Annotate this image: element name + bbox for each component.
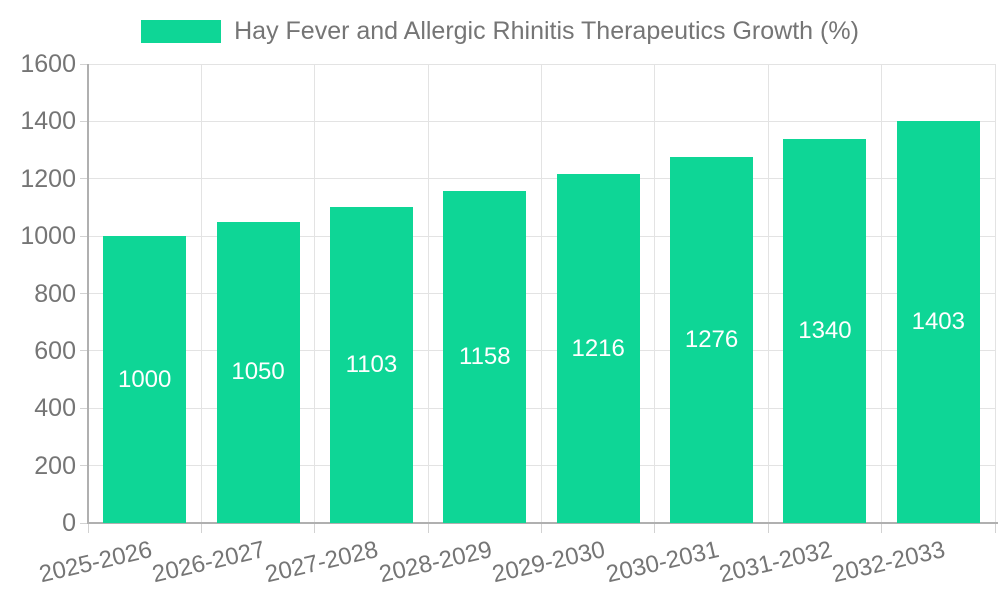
bar-value-label: 1103 — [345, 350, 398, 378]
bar-value-label: 1216 — [571, 334, 625, 362]
x-gridline — [881, 64, 883, 523]
x-axis-line — [87, 522, 998, 524]
y-tick — [80, 235, 88, 237]
x-gridline — [200, 64, 202, 523]
bar-value-label: 1403 — [911, 307, 965, 335]
x-gridline — [314, 64, 316, 523]
x-tick — [314, 523, 316, 533]
y-tick-label: 1600 — [20, 50, 76, 78]
y-tick — [80, 120, 88, 122]
chart-legend: Hay Fever and Allergic Rhinitis Therapeu… — [0, 17, 1000, 46]
bar: 1276 — [670, 156, 754, 523]
x-gridline — [767, 64, 769, 523]
legend-label: Hay Fever and Allergic Rhinitis Therapeu… — [234, 17, 859, 45]
legend-swatch — [141, 20, 222, 43]
x-tick — [87, 523, 89, 533]
y-tick — [80, 407, 88, 409]
bar-value-label: 1340 — [798, 316, 852, 344]
y-axis-line — [87, 64, 89, 523]
bar: 1050 — [216, 221, 300, 523]
x-tick — [541, 523, 542, 533]
y-tick-label: 1000 — [20, 222, 76, 251]
bar-value-label: 1000 — [117, 365, 172, 393]
bar: 1000 — [103, 236, 187, 523]
x-gridline — [427, 64, 429, 523]
y-tick-label: 1400 — [20, 107, 76, 136]
x-gridline — [541, 64, 542, 523]
y-tick-label: 0 — [62, 509, 76, 537]
bar-value-label: 1276 — [684, 325, 739, 353]
bar: 1103 — [329, 206, 413, 523]
legend-item[interactable]: Hay Fever and Allergic Rhinitis Therapeu… — [141, 17, 859, 46]
y-tick-label: 1200 — [20, 164, 76, 193]
bar-value-label: 1158 — [459, 342, 511, 370]
bar: 1158 — [443, 190, 527, 523]
y-tick-label: 600 — [34, 336, 76, 365]
bar: 1340 — [783, 138, 867, 523]
x-gridline — [654, 64, 656, 523]
x-tick — [767, 523, 769, 533]
bar: 1216 — [556, 174, 640, 523]
bar: 1403 — [896, 120, 980, 523]
y-tick-label: 200 — [34, 451, 76, 480]
y-tick — [80, 465, 88, 467]
y-tick — [80, 522, 88, 524]
y-tick — [80, 350, 88, 352]
y-tick — [80, 178, 88, 180]
x-tick — [427, 523, 429, 533]
y-tick — [80, 293, 88, 294]
x-tick — [881, 523, 883, 533]
x-tick — [654, 523, 656, 533]
x-gridline — [994, 64, 996, 523]
x-tick — [200, 523, 202, 533]
x-tick — [994, 523, 996, 533]
y-tick-label: 400 — [34, 394, 76, 423]
y-tick — [80, 63, 88, 65]
bar-value-label: 1050 — [231, 358, 285, 386]
y-tick-label: 800 — [34, 279, 76, 308]
